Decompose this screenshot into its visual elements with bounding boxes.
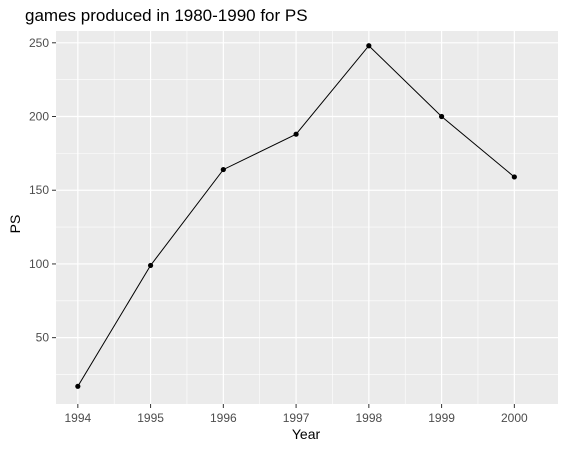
data-point <box>511 174 517 180</box>
data-point <box>220 166 226 173</box>
x-tick-label: 2000 <box>501 411 528 425</box>
x-tick-label: 1996 <box>210 411 237 425</box>
x-tick-label: 1997 <box>283 411 310 425</box>
y-tick-label: 150 <box>29 183 49 197</box>
panel-background <box>56 31 558 404</box>
y-tick-label: 200 <box>29 110 49 124</box>
x-tick-label: 1998 <box>355 411 382 425</box>
x-tick-label: 1999 <box>428 411 455 425</box>
x-tick-label: 1995 <box>137 411 164 425</box>
data-point <box>293 131 299 137</box>
data-point <box>147 262 154 269</box>
x-tick-label: 1994 <box>64 411 91 425</box>
chart-title: games produced in 1980-1990 for PS <box>25 6 308 25</box>
data-point <box>438 113 445 120</box>
y-tick-label: 100 <box>29 257 49 271</box>
data-point <box>75 383 81 389</box>
x-axis-label: Year <box>291 426 321 442</box>
data-point <box>366 43 372 49</box>
y-tick-label: 250 <box>29 36 49 50</box>
y-tick-label: 50 <box>36 331 50 345</box>
